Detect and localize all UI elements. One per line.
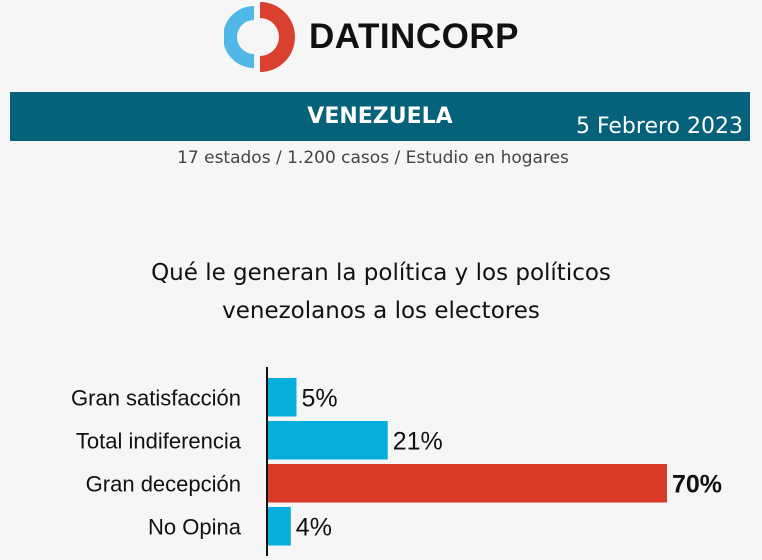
category-label: No Opina xyxy=(148,514,242,539)
category-label: Total indiferencia xyxy=(76,428,242,453)
brand-name: DATINCORP xyxy=(309,17,519,56)
value-label: 4% xyxy=(296,513,332,541)
logo-red-half xyxy=(260,2,295,72)
bar-1 xyxy=(268,378,297,417)
bar-2 xyxy=(268,421,388,460)
category-label: Gran decepción xyxy=(86,471,241,496)
chart-title-line2: venezolanos a los electores xyxy=(222,298,540,324)
value-label: 70% xyxy=(672,470,722,498)
study-subtitle: 17 estados / 1.200 casos / Estudio en ho… xyxy=(177,148,569,168)
chart-title-line1: Qué le generan la política y los polític… xyxy=(151,260,611,286)
bar-4 xyxy=(268,507,291,546)
header-banner xyxy=(10,92,750,141)
value-label: 21% xyxy=(393,427,443,455)
logo-blue-half xyxy=(224,6,254,68)
banner-title: VENEZUELA xyxy=(307,104,453,129)
datincorp-logo xyxy=(224,2,295,72)
chart-title: Qué le generan la política y los polític… xyxy=(0,254,762,330)
banner-date: 5 Febrero 2023 xyxy=(575,114,743,139)
value-label: 5% xyxy=(302,384,338,412)
bar-3 xyxy=(268,464,667,503)
category-label: Gran satisfacción xyxy=(71,385,241,410)
